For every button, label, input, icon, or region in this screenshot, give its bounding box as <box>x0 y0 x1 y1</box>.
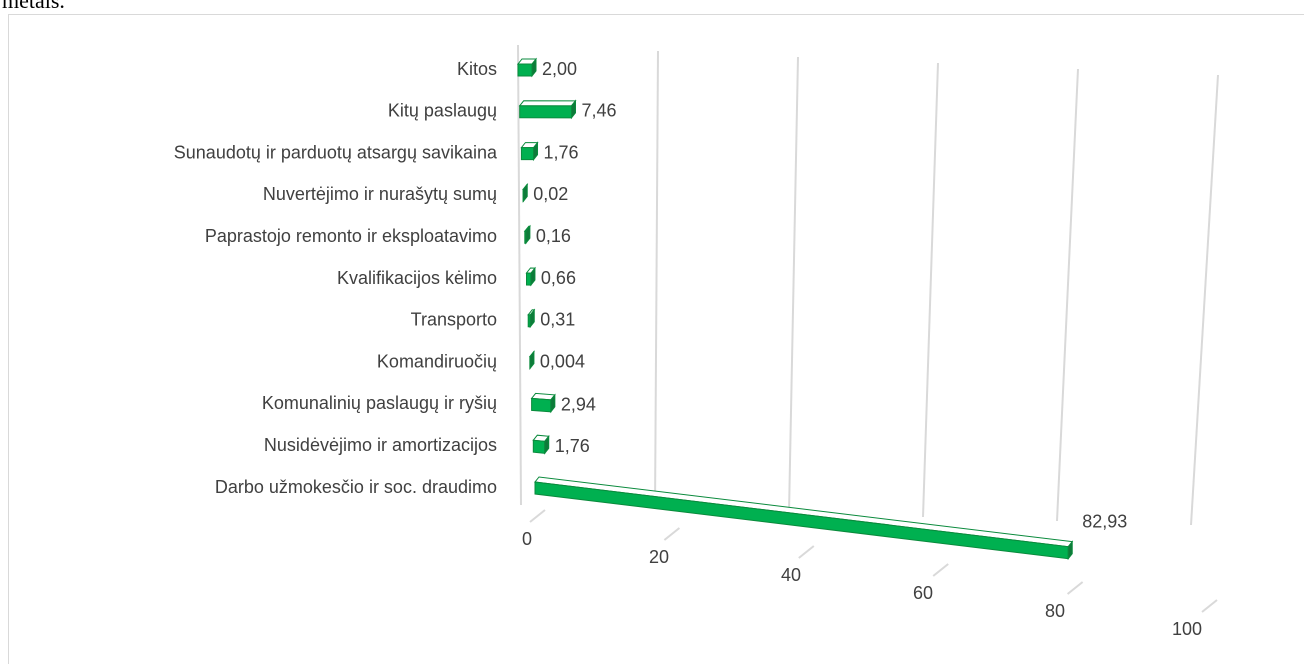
y-tick-label: Transporto <box>411 310 497 330</box>
y-tick-label: Nusidėvėjimo ir amortizacijos <box>264 435 497 455</box>
bar-front <box>533 440 544 453</box>
bar <box>527 268 535 285</box>
data-label: 82,93 <box>1082 511 1127 531</box>
bar-front <box>518 64 532 76</box>
data-label: 0,16 <box>536 226 571 246</box>
tick-mark <box>799 546 814 558</box>
tick-mark <box>530 510 545 522</box>
bar <box>518 59 536 76</box>
grid-line <box>1057 69 1078 521</box>
y-tick-label: Sunaudotų ir parduotų atsargų savikaina <box>174 142 498 162</box>
y-tick-label: Kitų paslaugų <box>388 101 497 121</box>
x-tick-label: 0 <box>522 529 532 549</box>
x-tick-label: 80 <box>1045 601 1065 621</box>
y-tick-label: Nuvertėjimo ir nurašytų sumų <box>263 184 497 204</box>
bar <box>525 226 530 243</box>
bar <box>528 310 534 327</box>
x-tick-label: 40 <box>781 565 801 585</box>
data-label: 1,76 <box>544 142 579 162</box>
tick-mark <box>933 564 948 576</box>
data-label: 2,94 <box>561 395 596 415</box>
bar-front <box>535 482 1068 559</box>
bar-front <box>521 148 533 160</box>
y-tick-label: Darbo užmokesčio ir soc. draudimo <box>215 477 497 497</box>
bar <box>523 184 527 201</box>
grid-line <box>789 57 798 513</box>
bar-front <box>532 398 551 411</box>
y-tick-label: Komandiruočių <box>377 351 497 371</box>
bar-front <box>520 106 572 118</box>
bar-top <box>520 101 576 106</box>
y-tick-label: Komunalinių paslaugų ir ryšių <box>262 393 497 413</box>
tick-mark <box>664 528 679 540</box>
bar <box>521 143 537 160</box>
data-label: 0,004 <box>540 351 585 371</box>
bar-front <box>527 273 531 285</box>
x-tick-label: 100 <box>1172 619 1202 639</box>
data-label: 0,66 <box>541 268 576 288</box>
tick-mark <box>1068 582 1083 594</box>
data-label: 0,02 <box>533 184 568 204</box>
y-tick-label: Kitos <box>457 59 497 79</box>
bar <box>532 393 555 411</box>
x-tick-label: 20 <box>649 547 669 567</box>
bar-top <box>535 477 1072 547</box>
data-label: 7,46 <box>581 101 616 121</box>
x-tick-label: 60 <box>913 583 933 603</box>
cut-off-text: metais. <box>2 0 65 14</box>
tick-mark <box>1202 600 1217 612</box>
bar <box>533 435 548 453</box>
grid-line <box>1191 75 1218 525</box>
bar <box>535 477 1072 559</box>
data-label: 1,76 <box>555 436 590 456</box>
bar <box>530 352 534 369</box>
bar-end <box>530 352 534 369</box>
grid-line <box>655 51 658 509</box>
grid-line <box>923 63 938 517</box>
bar <box>520 101 576 118</box>
y-tick-label: Paprastojo remonto ir eksploatavimo <box>205 226 497 246</box>
bar-end <box>523 184 527 201</box>
y-tick-label: Kvalifikacijos kėlimo <box>337 268 497 288</box>
data-label: 2,00 <box>542 59 577 79</box>
data-label: 0,31 <box>540 310 575 330</box>
